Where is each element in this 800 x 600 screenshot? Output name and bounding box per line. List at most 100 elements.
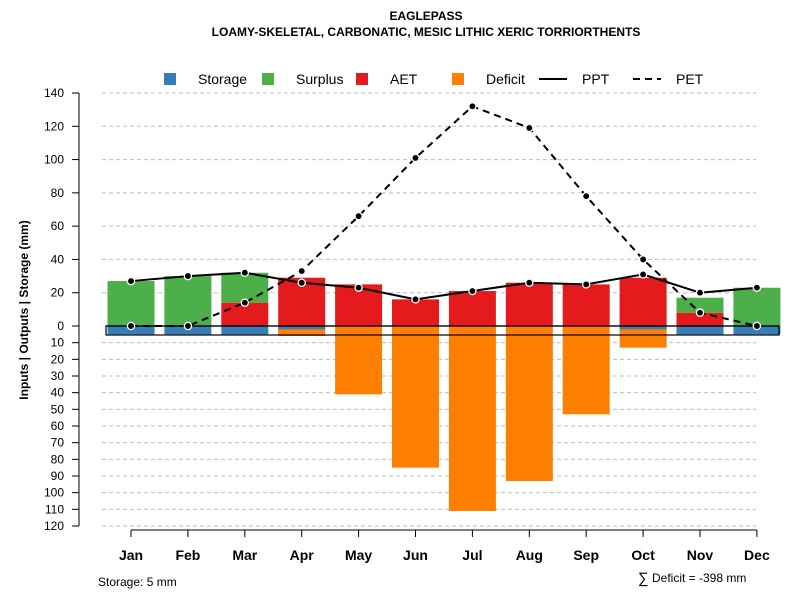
y-tick-label: 80: [51, 186, 65, 200]
x-tick-label: Sep: [573, 547, 599, 563]
x-tick-label: Jul: [462, 547, 482, 563]
ppt-point: [297, 278, 306, 287]
legend-label: AET: [390, 71, 418, 87]
aet-bar: [392, 299, 439, 326]
x-tick-label: Jan: [119, 547, 143, 563]
y-tick-label: 100: [44, 486, 64, 500]
x-tick-label: Aug: [516, 547, 543, 563]
y-axis-label: Inputs | Outputs | Storage (mm): [17, 220, 31, 399]
deficit-bar: [619, 326, 667, 348]
y-tick-label: 50: [51, 402, 65, 416]
ppt-point: [411, 295, 420, 304]
ppt-point: [240, 268, 250, 277]
storage-note: Storage: 5 mm: [98, 575, 177, 589]
pet-point: [126, 321, 136, 331]
ppt-point: [752, 283, 762, 292]
y-tick-label: 100: [44, 153, 64, 167]
storage-bar: [278, 326, 326, 330]
pet-point: [695, 308, 705, 317]
x-tick-label: Oct: [631, 547, 655, 563]
chart-subtitle: LOAMY-SKELETAL, CARBONATIC, MESIC LITHIC…: [212, 25, 641, 39]
ppt-point: [126, 276, 136, 286]
pet-point: [468, 102, 477, 111]
y-tick-label: 30: [51, 369, 65, 383]
y-tick-label: 0: [57, 319, 64, 333]
pet-point: [752, 321, 762, 331]
chart-title: EAGLEPASS: [389, 9, 462, 23]
pet-point: [297, 266, 306, 276]
aet-bar: [448, 291, 496, 326]
pet-point: [638, 255, 648, 264]
aet-bar: [221, 302, 269, 326]
series-lines: [126, 102, 762, 331]
deficit-bar: [278, 326, 326, 336]
x-tick-label: Mar: [232, 547, 257, 563]
x-tick-label: Jun: [403, 547, 428, 563]
ppt-line: [130, 271, 757, 301]
storage-bar: [676, 326, 724, 335]
y-tick-label: 90: [51, 469, 65, 483]
storage-bar: [619, 326, 667, 330]
bars: [105, 272, 781, 511]
legend: Storage Surplus AET Deficit PPT PET: [164, 71, 704, 87]
deficit-bar: [392, 326, 439, 468]
y-tick-label: 80: [51, 452, 65, 466]
legend-swatch: [356, 73, 368, 85]
legend-swatch: [164, 73, 176, 85]
ppt-point: [525, 278, 534, 287]
surplus-bar: [676, 297, 724, 313]
ppt-point: [581, 280, 591, 289]
aet-bar: [562, 284, 610, 326]
legend-label: Deficit: [486, 71, 525, 87]
legend-label: Surplus: [296, 71, 343, 87]
pet-line: [131, 105, 758, 327]
y-tick-label: 20: [51, 286, 65, 300]
deficit-bar: [505, 326, 553, 481]
ppt-point: [468, 286, 477, 296]
pet-point: [354, 211, 363, 221]
y-tick-label: 70: [51, 436, 65, 450]
x-tick-label: Feb: [175, 547, 200, 563]
y-tick-label: 140: [44, 86, 64, 100]
ppt-point: [695, 288, 705, 297]
x-tick-label: Nov: [687, 547, 714, 563]
deficit-sum-symbol: ∑: [638, 570, 649, 587]
axes: 0 20 40 60 80 100 120 140 10 20 30 40 50 60 70 80 90 100 1…: [44, 86, 770, 563]
x-tick-label: May: [345, 547, 372, 563]
pet-point: [411, 153, 420, 163]
y-tick-label: 40: [51, 386, 65, 400]
y-tick-label: 120: [44, 119, 64, 133]
y-tick-label: 110: [45, 502, 64, 516]
y-tick-label: 40: [51, 252, 65, 266]
y-tick-label: 10: [51, 336, 65, 350]
legend-swatch: [452, 73, 464, 85]
legend-label: PPT: [582, 71, 610, 87]
legend-swatch: [262, 73, 274, 85]
y-tick-label: 20: [51, 352, 65, 366]
y-tick-label: 60: [51, 419, 65, 433]
x-tick-label: Apr: [290, 547, 315, 563]
ppt-point: [638, 270, 648, 279]
storage-bar: [221, 326, 269, 335]
surplus-bar: [164, 276, 212, 326]
ppt-point: [183, 271, 193, 281]
y-tick-label: 60: [51, 219, 65, 233]
y-tick-label: 120: [44, 519, 64, 533]
aet-bar: [619, 277, 667, 326]
deficit-bar: [448, 326, 496, 511]
aet-bar: [505, 282, 553, 326]
pet-point: [525, 123, 534, 133]
pet-point: [240, 298, 250, 307]
deficit-bar: [335, 326, 383, 395]
legend-label: Storage: [198, 71, 247, 87]
surplus-bar: [221, 272, 269, 303]
surplus-bar: [107, 281, 155, 326]
surplus-bar: [733, 287, 781, 326]
deficit-note: Deficit = -398 mm: [652, 571, 746, 585]
gridlines: [102, 92, 756, 527]
x-tick-label: Dec: [744, 547, 770, 563]
ppt-point: [354, 283, 363, 292]
legend-label: PET: [676, 71, 704, 87]
deficit-bar: [562, 326, 610, 415]
